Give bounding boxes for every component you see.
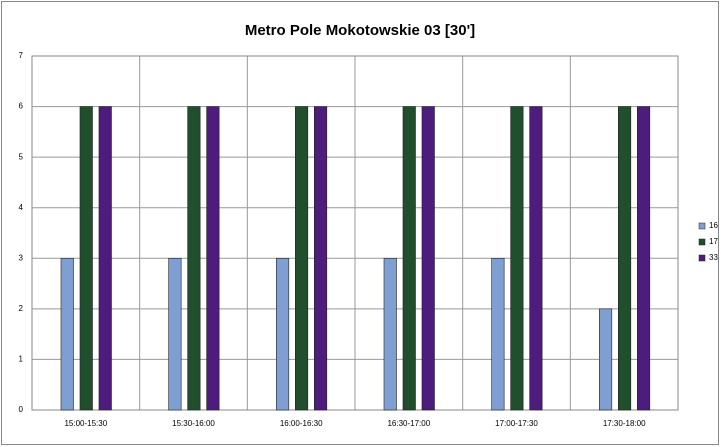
bar (168, 257, 182, 411)
legend-label: 33 (709, 253, 718, 262)
y-tick-label: 0 (19, 405, 24, 414)
y-tick-label: 7 (19, 51, 24, 60)
legend-swatch (698, 238, 706, 246)
legend-swatch (698, 222, 706, 230)
bar (510, 106, 524, 411)
x-tick-label: 16:30-17:00 (387, 419, 430, 428)
x-tick-label: 16:00-16:30 (280, 419, 323, 428)
y-tick-label: 6 (19, 102, 24, 111)
bar (98, 106, 112, 411)
x-tick-label: 17:30-18:00 (603, 419, 646, 428)
y-tick-label: 3 (19, 253, 24, 262)
y-tick-label: 2 (19, 304, 24, 313)
bar (295, 106, 309, 411)
y-tick-label: 4 (19, 203, 24, 212)
bar (79, 106, 93, 411)
bar (276, 257, 290, 411)
bar (491, 257, 505, 411)
bar (206, 106, 220, 411)
x-tick-label: 17:00-17:30 (495, 419, 538, 428)
legend-label: 16 (709, 221, 718, 230)
x-tick-label: 15:30-16:00 (172, 419, 215, 428)
bar (599, 308, 613, 411)
bar (618, 106, 632, 411)
bar (60, 257, 74, 411)
y-tick-label: 1 (19, 355, 24, 364)
bar (402, 106, 416, 411)
bar (421, 106, 435, 411)
bar (187, 106, 201, 411)
plot-frame (31, 55, 679, 411)
legend-swatch (698, 254, 706, 262)
y-tick-label: 5 (19, 152, 24, 161)
bar (314, 106, 328, 411)
x-tick-label: 15:00-15:30 (64, 419, 107, 428)
bar (637, 106, 651, 411)
chart-title: Metro Pole Mokotowskie 03 [30'] (245, 22, 475, 39)
legend-label: 17 (709, 237, 718, 246)
bar (383, 257, 397, 411)
bar (529, 106, 543, 411)
